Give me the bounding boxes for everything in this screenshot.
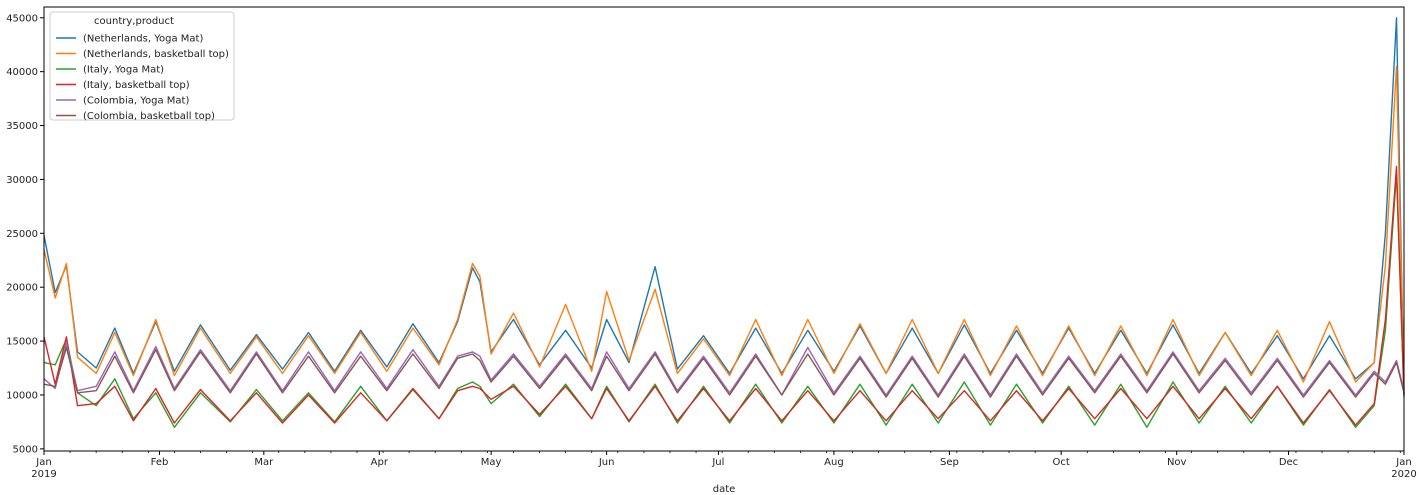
x-tick-label-8: Sep (940, 457, 959, 468)
y-tick-label-0: 5000 (13, 444, 38, 455)
x-tick-label-4: May (481, 457, 502, 468)
series-line-3 (43, 165, 1405, 426)
y-tick-label-2: 15000 (6, 337, 38, 348)
x-tick-label-6: Jul (711, 457, 724, 468)
series-line-0 (43, 17, 1405, 396)
plot-frame (43, 6, 1405, 452)
x-tick-label-10: Nov (1167, 457, 1187, 468)
y-tick-label-5: 30000 (6, 175, 38, 186)
y-axis: 5000 10000 15000 20000 25000 30000 35000 40000 4… (6, 13, 44, 455)
series-layer (43, 17, 1405, 428)
legend-label-4: (Colombia, Yoga Mat) (83, 96, 189, 107)
x-tick-label-5: Jun (598, 457, 615, 468)
legend-label-5: (Colombia, basketball top) (83, 111, 215, 122)
series-line-1 (43, 65, 1405, 390)
x-tick-label-12: Jan (1395, 457, 1411, 468)
y-tick-label-1: 10000 (6, 390, 38, 401)
x-tick-sublabel-12: 2020 (1391, 469, 1416, 480)
x-tick-label-3: Apr (371, 457, 389, 468)
legend-label-1: (Netherlands, basketball top) (83, 49, 229, 60)
legend: country,product (Netherlands, Yoga Mat)(… (49, 11, 235, 122)
legend-box (49, 11, 235, 121)
x-tick-sublabel-0: 2019 (31, 469, 56, 480)
series-line-5 (43, 346, 1405, 398)
series-line-2 (43, 173, 1405, 428)
x-tick-label-11: Dec (1279, 457, 1298, 468)
x-tick-label-7: Aug (824, 457, 844, 468)
x-tick-label-1: Feb (151, 457, 169, 468)
y-tick-label-3: 20000 (6, 283, 38, 294)
legend-entries: (Netherlands, Yoga Mat) (Netherlands, bas… (56, 34, 229, 122)
series-line-4 (43, 342, 1405, 396)
y-tick-label-7: 40000 (6, 67, 38, 78)
y-tick-label-4: 25000 (6, 229, 38, 240)
x-tick-label-0: Jan (35, 457, 51, 468)
x-axis-title: date (713, 484, 736, 495)
legend-label-3: (Italy, basketball top) (83, 80, 190, 91)
legend-label-2: (Italy, Yoga Mat) (83, 65, 164, 76)
y-tick-label-6: 35000 (6, 121, 38, 132)
y-tick-label-8: 45000 (6, 13, 38, 24)
legend-title: country,product (94, 16, 174, 27)
x-tick-label-2: Mar (254, 457, 274, 468)
legend-label-0: (Netherlands, Yoga Mat) (83, 34, 203, 45)
x-tick-label-9: Oct (1053, 457, 1070, 468)
